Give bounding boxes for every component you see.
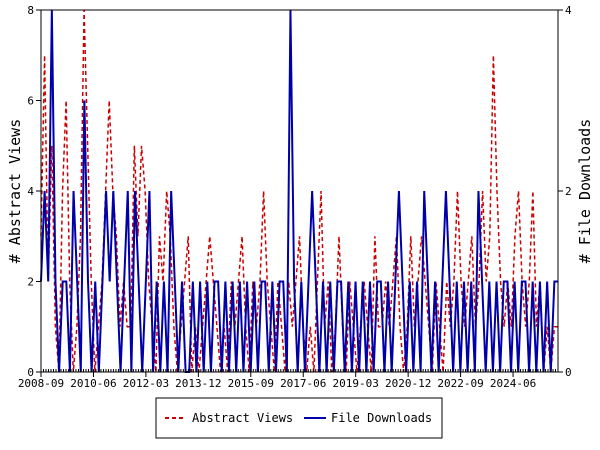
y2-axis-title: # File Downloads	[576, 119, 594, 264]
x-tick-label: 2015-09	[228, 377, 274, 390]
y-tick-label: 8	[27, 4, 34, 17]
y2-tick-label: 4	[565, 4, 572, 17]
x-tick-label: 2017-06	[280, 377, 326, 390]
x-tick-label: 2010-06	[70, 377, 116, 390]
y-tick-label: 6	[27, 95, 34, 108]
y-tick-label: 4	[27, 185, 34, 198]
plot-marks	[40, 9, 558, 373]
series-line-abstract-views	[40, 9, 558, 373]
axes: 2008-09 2010-06 2012-03 2013-12 2015-09 2017-…	[18, 4, 572, 390]
legend: Abstract Views File Downloads	[155, 397, 443, 439]
x-tick-label: 2022-09	[437, 377, 483, 390]
legend-box	[155, 397, 443, 439]
x-tick-label: 2019-03	[333, 377, 379, 390]
x-tick-label: 2013-12	[175, 377, 221, 390]
y-tick-label: 2	[27, 276, 34, 289]
x-tick-label: 2008-09	[18, 377, 64, 390]
x-tick-label: 2012-03	[123, 377, 169, 390]
y-axis-title: # Abstract Views	[6, 119, 24, 264]
y2-tick-label: 0	[565, 366, 572, 379]
series-line-file-downloads	[40, 9, 558, 373]
x-tick-label: 2020-12	[385, 377, 431, 390]
y2-tick-label: 2	[565, 185, 572, 198]
y-tick-label: 0	[27, 366, 34, 379]
legend-label-file-downloads: File Downloads	[331, 411, 432, 425]
legend-label-abstract-views: Abstract Views	[192, 411, 293, 425]
x-tick-label: 2024-06	[490, 377, 536, 390]
